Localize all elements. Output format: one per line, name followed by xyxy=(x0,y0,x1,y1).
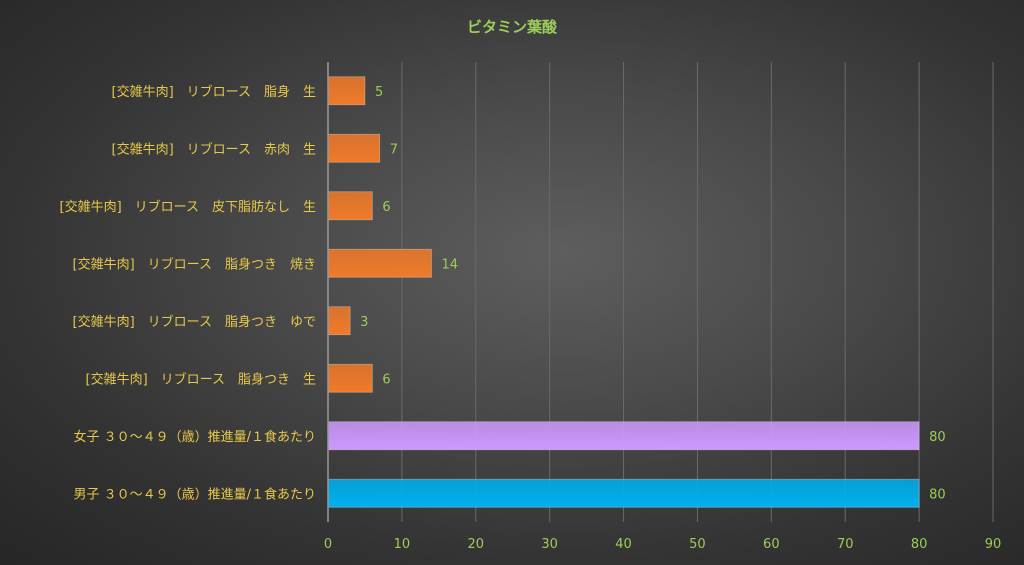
data-label: 3 xyxy=(360,315,368,330)
data-label: 80 xyxy=(929,487,946,502)
x-tick-label: 40 xyxy=(615,537,632,552)
x-tick-label: 70 xyxy=(837,537,854,552)
bars xyxy=(327,76,920,508)
category-label: 女子 ３０～４９（歳）推進量/１食あたり xyxy=(73,429,316,445)
data-label: 80 xyxy=(929,430,946,445)
category-labels: [交雑牛肉] リブロース 脂身 生 [交雑牛肉] リブロース 赤肉 生 [交雑牛肉]… xyxy=(60,84,317,503)
data-label: 14 xyxy=(441,257,458,272)
category-label: [交雑牛肉] リブロース 皮下脂肪なし 生 xyxy=(60,199,317,215)
gridlines xyxy=(401,62,994,522)
category-label: [交雑牛肉] リブロース 脂身つき ゆで xyxy=(73,314,317,330)
bar xyxy=(327,478,920,508)
x-tick-label: 90 xyxy=(985,537,1002,552)
x-axis-ticks: 0 10 20 30 40 50 60 70 80 90 xyxy=(324,537,1001,552)
chart-title: ビタミン葉酸 xyxy=(467,18,558,36)
data-label: 5 xyxy=(375,85,383,100)
x-tick-label: 20 xyxy=(468,537,485,552)
x-tick-label: 0 xyxy=(324,537,332,552)
x-tick-label: 60 xyxy=(763,537,780,552)
x-tick-label: 30 xyxy=(541,537,558,552)
category-label: [交雑牛肉] リブロース 脂身つき 生 xyxy=(86,371,317,387)
category-label: [交雑牛肉] リブロース 脂身 生 xyxy=(112,84,317,100)
category-label: [交雑牛肉] リブロース 赤肉 生 xyxy=(112,141,317,157)
data-label: 7 xyxy=(390,142,398,157)
bar xyxy=(327,191,373,221)
data-label: 6 xyxy=(382,200,390,215)
x-tick-label: 50 xyxy=(689,537,706,552)
x-tick-label: 10 xyxy=(394,537,411,552)
x-tick-label: 80 xyxy=(911,537,928,552)
bar xyxy=(327,306,351,336)
bar xyxy=(327,248,432,278)
bar xyxy=(327,76,366,106)
data-labels: 5 7 6 14 3 6 80 80 xyxy=(360,85,945,503)
data-label: 6 xyxy=(382,372,390,387)
bar xyxy=(327,421,920,451)
bar xyxy=(327,133,381,163)
bar xyxy=(327,363,373,393)
category-label: 男子 ３０～４９（歳）推進量/１食あたり xyxy=(73,486,316,502)
category-label: [交雑牛肉] リブロース 脂身つき 焼き xyxy=(73,256,317,272)
